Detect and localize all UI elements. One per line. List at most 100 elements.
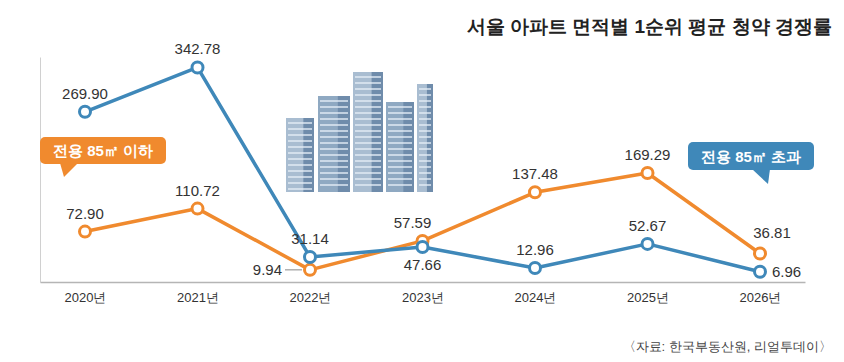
building-window	[288, 152, 312, 153]
series-marker	[305, 251, 316, 262]
building-window	[288, 128, 312, 129]
building-window	[355, 136, 381, 137]
building	[286, 118, 314, 192]
building-window	[355, 130, 381, 131]
series-marker	[417, 241, 428, 252]
building-window	[355, 94, 381, 95]
data-label: 9.94	[253, 261, 282, 278]
y-axis-line	[40, 58, 41, 283]
title: 서울 아파트 면적별 1순위 평균 청약 경쟁률	[467, 16, 832, 37]
building-window	[320, 184, 348, 185]
data-label: 110.72	[175, 182, 220, 199]
building-window	[288, 140, 312, 141]
series-marker	[192, 203, 203, 214]
building-window	[388, 184, 412, 185]
building-window	[355, 106, 381, 107]
building-window	[388, 160, 412, 161]
series-marker	[530, 263, 541, 274]
building-window	[419, 100, 431, 101]
data-label: 52.67	[629, 217, 667, 234]
building-window	[320, 100, 348, 101]
building-window	[388, 166, 412, 167]
building-window	[388, 118, 412, 119]
data-label: 57.59	[394, 214, 432, 231]
legend-box	[40, 137, 166, 164]
building-window	[419, 136, 431, 137]
building-window	[419, 106, 431, 107]
building-window	[388, 130, 412, 131]
data-label: 12.96	[516, 241, 554, 258]
building-window	[320, 130, 348, 131]
x-tick: 2026년	[740, 282, 782, 305]
building-window	[419, 142, 431, 143]
building-window	[320, 112, 348, 113]
x-tick: 2020년	[65, 282, 107, 305]
legend-item: 전용 85㎡ 초과	[688, 142, 814, 184]
building-window	[419, 160, 431, 161]
building-window	[388, 148, 412, 149]
data-label: 31.14	[291, 230, 329, 247]
building-window	[355, 178, 381, 179]
building-window	[419, 148, 431, 149]
x-tick: 2022년	[290, 282, 332, 305]
series-marker	[192, 62, 203, 73]
building-window	[288, 122, 312, 123]
building-window	[355, 124, 381, 125]
source: 〈자료: 한국부동산원, 리얼투데이〉	[623, 339, 832, 354]
building-window	[288, 164, 312, 165]
building-window	[419, 94, 431, 95]
building-window	[388, 136, 412, 137]
building	[386, 102, 414, 192]
building-window	[388, 124, 412, 125]
chart-svg: 서울 아파트 면적별 1순위 평균 청약 경쟁률 〈자료: 한국부동산원, 리얼투…	[0, 0, 844, 362]
legend-label: 전용 85㎡ 초과	[701, 148, 801, 165]
building-window	[419, 130, 431, 131]
series-marker	[530, 187, 541, 198]
building-window	[419, 178, 431, 179]
building-window	[288, 182, 312, 183]
building-window	[320, 154, 348, 155]
data-label: 36.81	[753, 224, 791, 241]
data-label: 342.78	[175, 40, 221, 57]
x-tick: 2021년	[177, 282, 219, 305]
series-marker	[305, 264, 316, 275]
legend-label: 전용 85㎡ 이하	[53, 142, 153, 159]
building-window	[388, 106, 412, 107]
x-axis: 2020년2021년2022년2023년2024년2025년2026년	[41, 282, 806, 305]
building-window	[355, 154, 381, 155]
legend-box	[688, 142, 814, 170]
decoration-buildings	[286, 72, 433, 192]
x-tick-label: 2026년	[740, 290, 782, 305]
building-window	[419, 166, 431, 167]
building-window	[320, 172, 348, 173]
building-window	[355, 160, 381, 161]
building-window	[355, 166, 381, 167]
series-marker	[80, 226, 91, 237]
legend-pointer	[60, 163, 78, 177]
building	[417, 84, 433, 192]
data-label: 137.48	[512, 165, 558, 182]
building-window	[288, 134, 312, 135]
building-window	[388, 142, 412, 143]
x-tick-label: 2023년	[402, 290, 444, 305]
building-window	[419, 184, 431, 185]
series-marker	[80, 106, 91, 117]
data-label: 269.90	[62, 85, 108, 102]
building-window	[355, 118, 381, 119]
building-window	[355, 88, 381, 89]
series-marker	[755, 248, 766, 259]
building-window	[320, 106, 348, 107]
legend: 전용 85㎡ 이하 전용 85㎡ 초과	[40, 137, 814, 184]
building-window	[355, 172, 381, 173]
building-side	[427, 84, 433, 192]
building-window	[419, 124, 431, 125]
chart-container: 서울 아파트 면적별 1순위 평균 청약 경쟁률 〈자료: 한국부동산원, 리얼투…	[0, 0, 844, 362]
building-window	[320, 178, 348, 179]
building-window	[320, 166, 348, 167]
building-side	[338, 96, 350, 192]
building-window	[355, 100, 381, 101]
x-axis-line	[41, 282, 806, 284]
building-window	[288, 170, 312, 171]
building-window	[355, 148, 381, 149]
legend-item: 전용 85㎡ 이하	[40, 137, 166, 177]
